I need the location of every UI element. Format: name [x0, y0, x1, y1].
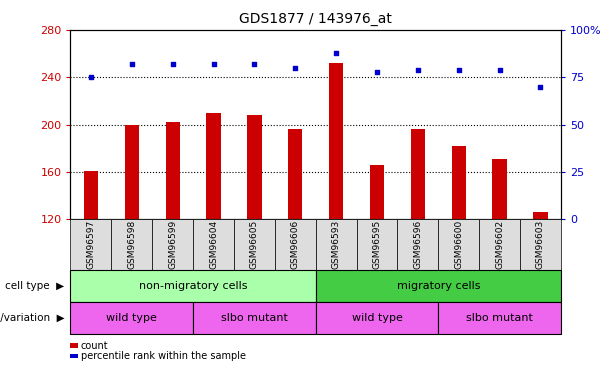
Bar [533, 212, 547, 219]
Point [291, 65, 300, 71]
Bar [411, 129, 425, 219]
Point [331, 50, 341, 56]
Text: non-migratory cells: non-migratory cells [139, 281, 247, 291]
Point [454, 67, 463, 73]
Bar [84, 171, 98, 219]
Bar [452, 146, 466, 219]
Bar [492, 159, 507, 219]
Bar [288, 129, 302, 219]
Text: slbo mutant: slbo mutant [221, 313, 288, 323]
Point [249, 61, 259, 67]
Bar [247, 115, 262, 219]
Text: slbo mutant: slbo mutant [466, 313, 533, 323]
Text: GSM96597: GSM96597 [86, 220, 96, 269]
Text: wild type: wild type [107, 313, 157, 323]
Point [536, 84, 546, 90]
Text: GSM96593: GSM96593 [332, 220, 341, 269]
Text: GSM96603: GSM96603 [536, 220, 545, 269]
Point [495, 67, 504, 73]
Point [413, 67, 423, 73]
Bar [329, 63, 343, 219]
Text: GSM96604: GSM96604 [209, 220, 218, 269]
Bar [207, 113, 221, 219]
Text: GSM96595: GSM96595 [373, 220, 381, 269]
Text: percentile rank within the sample: percentile rank within the sample [81, 351, 246, 361]
Text: migratory cells: migratory cells [397, 281, 480, 291]
Bar [124, 124, 139, 219]
Point [208, 61, 218, 67]
Text: GSM96602: GSM96602 [495, 220, 504, 269]
Point [127, 61, 137, 67]
Text: GSM96598: GSM96598 [128, 220, 136, 269]
Text: cell type  ▶: cell type ▶ [6, 281, 64, 291]
Text: GSM96600: GSM96600 [454, 220, 463, 269]
Title: GDS1877 / 143976_at: GDS1877 / 143976_at [239, 12, 392, 26]
Point [372, 69, 382, 75]
Bar [166, 122, 180, 219]
Text: genotype/variation  ▶: genotype/variation ▶ [0, 313, 64, 323]
Text: GSM96599: GSM96599 [168, 220, 177, 269]
Point [86, 74, 96, 80]
Text: GSM96596: GSM96596 [413, 220, 422, 269]
Text: wild type: wild type [352, 313, 402, 323]
Text: GSM96605: GSM96605 [250, 220, 259, 269]
Text: GSM96606: GSM96606 [291, 220, 300, 269]
Text: count: count [81, 340, 109, 351]
Point [168, 61, 178, 67]
Bar [370, 165, 384, 219]
